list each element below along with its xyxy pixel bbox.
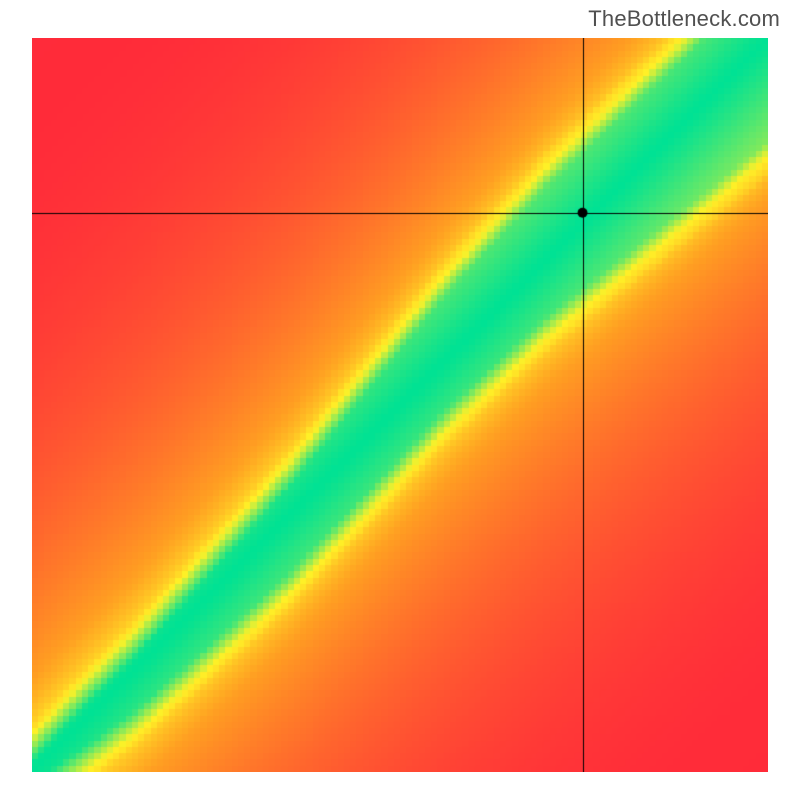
watermark-text: TheBottleneck.com [588, 6, 780, 32]
heatmap-plot [32, 38, 768, 772]
crosshair-overlay [32, 38, 768, 772]
chart-container: { "watermark": { "text": "TheBottleneck.… [0, 0, 800, 800]
